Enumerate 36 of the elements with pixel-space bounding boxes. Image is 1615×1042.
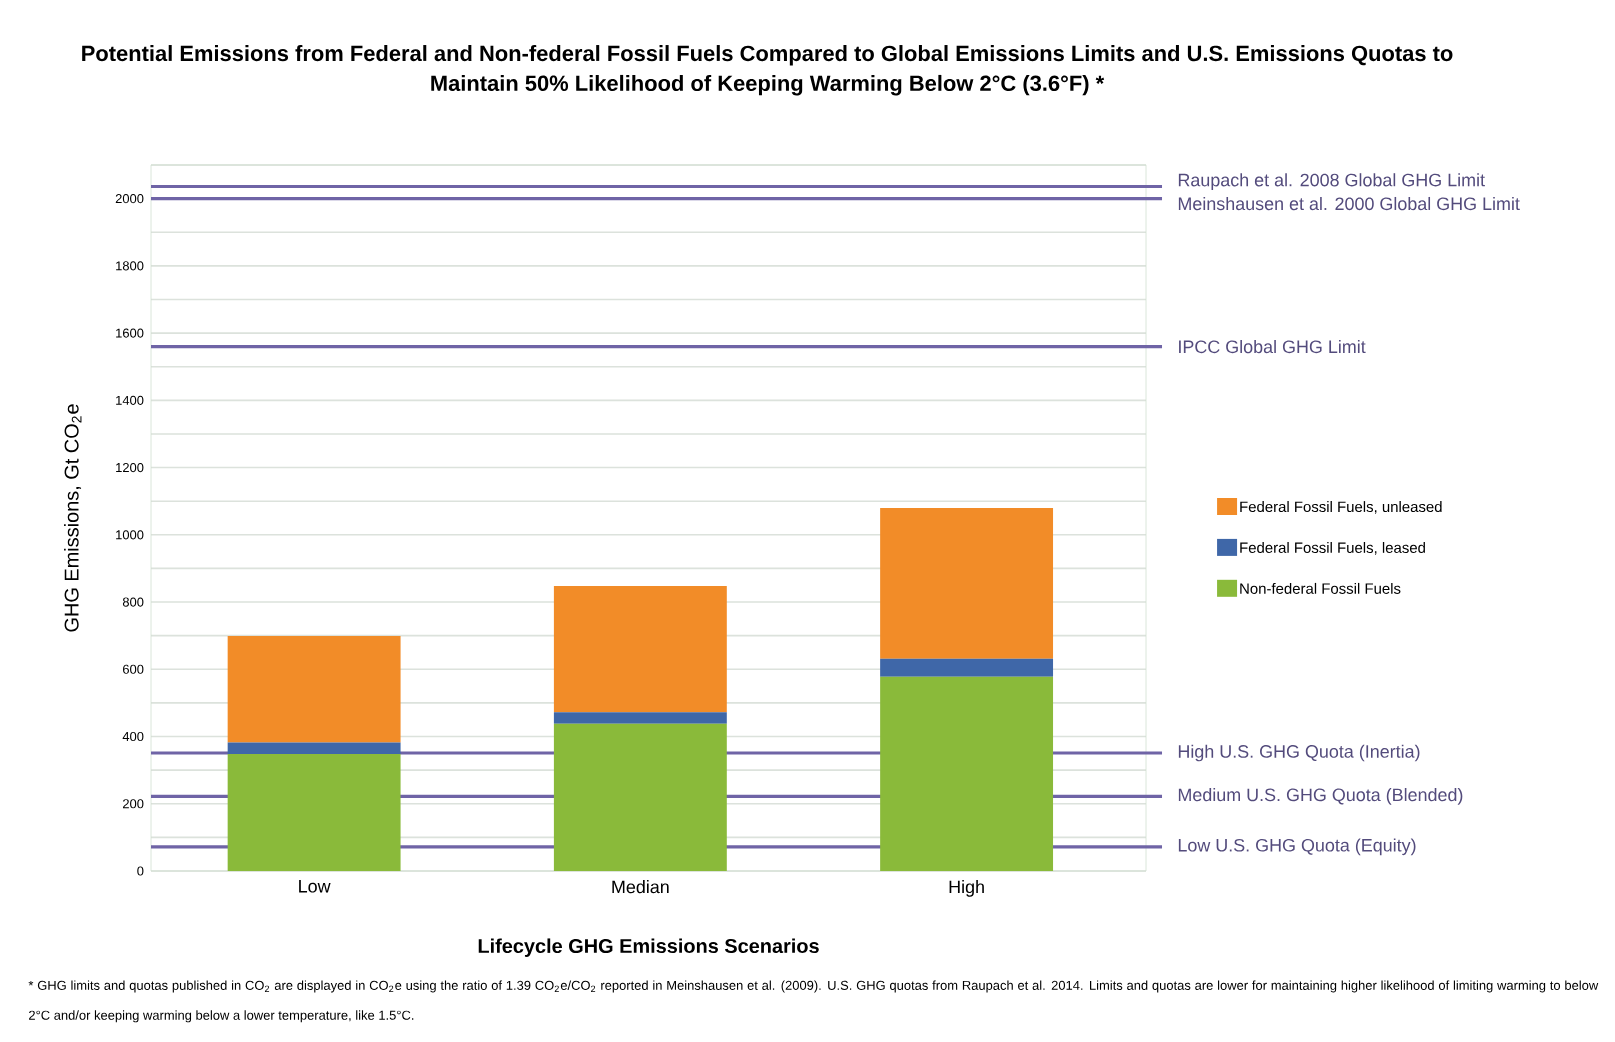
x-tick-label: High (949, 880, 984, 897)
legend-label: Federal Fossil Fuels, unleased (1240, 501, 1442, 514)
y-tick-label: 1600 (116, 328, 144, 338)
bar (880, 676, 1054, 871)
x-tick-label: Low (299, 880, 331, 893)
bar (880, 507, 1054, 659)
bar (227, 742, 401, 754)
y-tick-label: 1400 (116, 395, 144, 405)
ref-line-label: Low U.S. GHG Quota (Equity) (1178, 838, 1416, 856)
y-tick-label: 0 (137, 866, 144, 876)
ref-line-label: IPCC Global GHG Limit (1179, 339, 1366, 354)
y-tick-label: 1000 (116, 530, 144, 540)
legend-label: Non-federal Fossil Fuels (1240, 582, 1401, 594)
ref-line-label: Meinshausen et al. 2000 Global GHG Limit (1178, 196, 1520, 211)
y-tick-label: 200 (123, 799, 144, 809)
ref-line-label: Raupach et al. 2008 Global GHG Limit (1178, 173, 1485, 190)
ref-line-label: High U.S. GHG Quota (Inertia) (1178, 744, 1420, 762)
y-axis-title: GHG Emissions, Gt CO$_{2}$e (64, 404, 82, 632)
y-tick-label: 2000 (115, 194, 144, 204)
bar (227, 754, 401, 871)
x-axis-title: Lifecycle GHG Emissions Scenarios (478, 938, 819, 957)
x-tick-label: Median (612, 880, 669, 894)
bar (227, 636, 401, 743)
y-tick-label: 400 (122, 731, 144, 742)
bar (553, 712, 727, 724)
bar (553, 585, 727, 713)
bar (880, 658, 1054, 677)
y-tick-label: 800 (122, 597, 144, 607)
chart-title: Potential Emissions from Federal and Non-federal Fossil Fuels Compared to Global Emissions Limits and U.S. Emissions Quotas to Maintain 50% Likelihood of Keeping Warming Below 2°C (3.6°F) * (82, 45, 1453, 96)
legend-label: Federal Fossil Fuels, leased (1240, 542, 1425, 555)
ref-line-label: Medium U.S. GHG Quota (Blended) (1178, 788, 1463, 805)
y-tick-label: 1200 (116, 462, 144, 473)
text: * GHG limits and quotas published in CO$_{2}$ are displayed in CO$_{2}$e using the ratio of 1.39 CO$_{2}$e/CO$_{2}$ reported in Meinshausen et al. (2009). U.S. GHG quotas from Raupach et al. 2014. Limits and quotas are lower for maintaining higher likelihood of limiting warming to below 2°C and/or keeping warming below a lower temperature, like 1.5°C. (28, 980, 1599, 1023)
y-tick-label: 600 (123, 664, 144, 674)
y-tick-label: 1800 (116, 261, 144, 271)
bar (553, 723, 727, 871)
